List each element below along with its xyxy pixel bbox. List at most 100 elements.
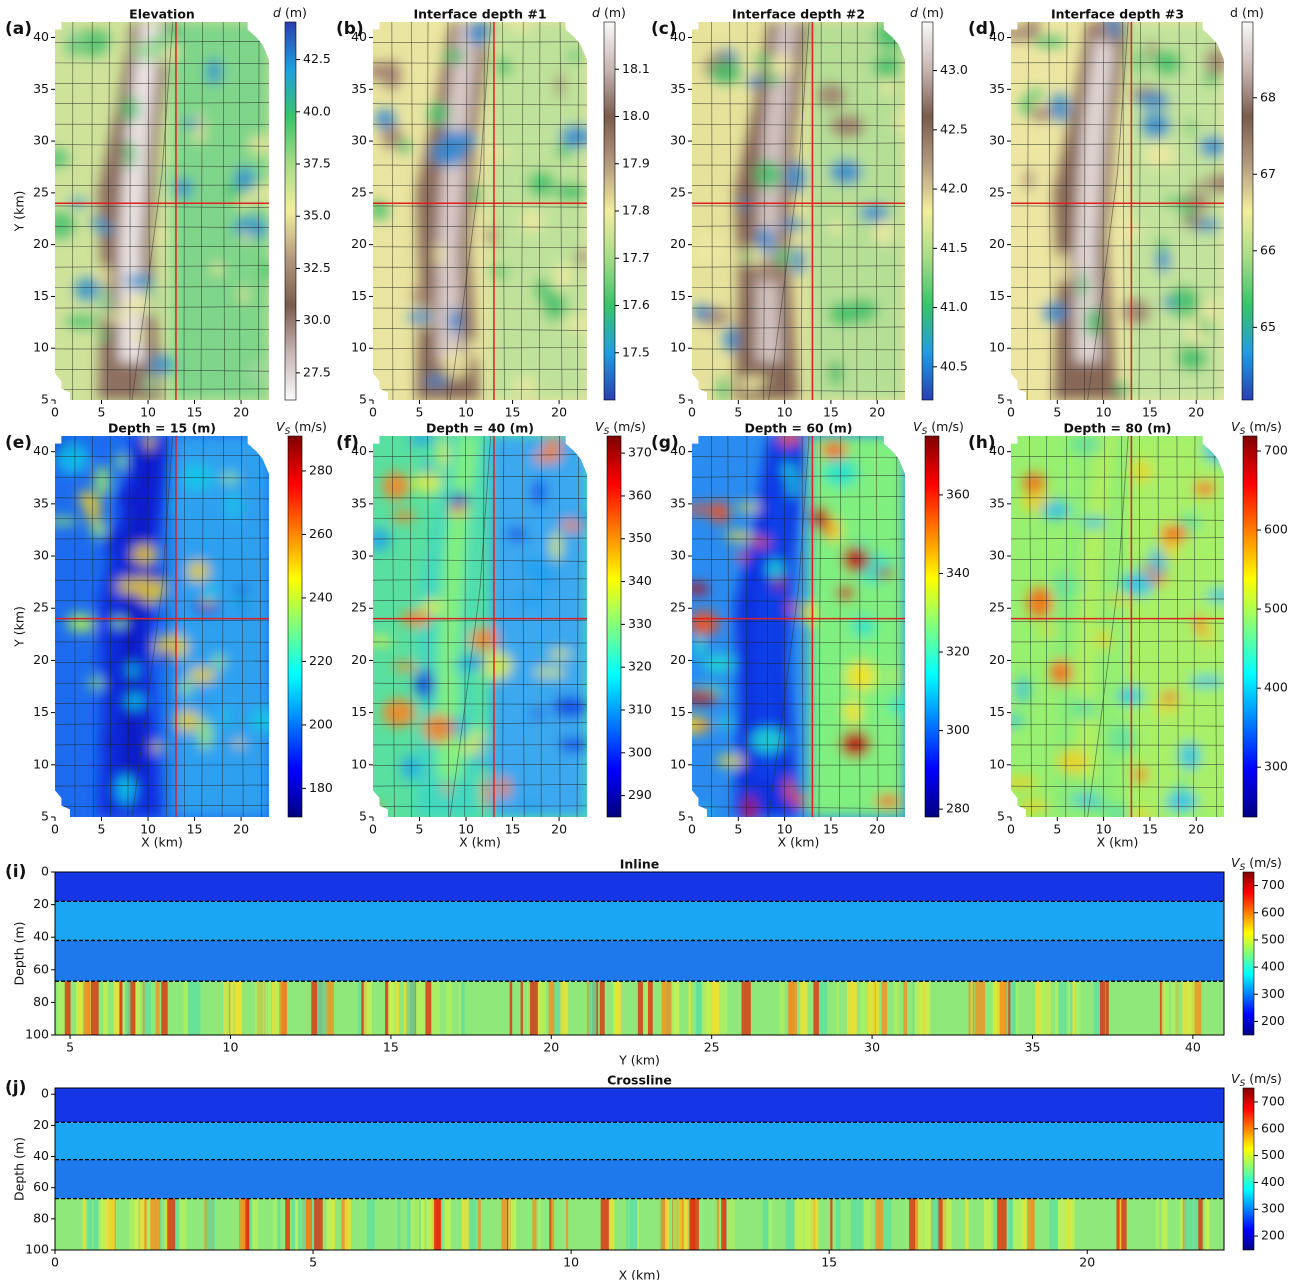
texture-blob — [692, 610, 720, 637]
texture-blob — [778, 436, 801, 446]
survey-line — [1157, 436, 1159, 817]
texture-blob — [233, 739, 245, 748]
texture-blob — [1162, 297, 1177, 309]
colorbar-tick-label: 41.0 — [940, 299, 968, 314]
texture-blob — [186, 560, 210, 583]
colorbar-tick-label: 400 — [1264, 680, 1288, 695]
stripe — [554, 981, 563, 1035]
texture-blob — [1129, 809, 1152, 817]
texture-blob — [162, 166, 174, 197]
texture-blob — [393, 662, 418, 671]
stripe — [614, 981, 621, 1035]
y-tick-label: 20 — [670, 236, 686, 251]
colorbar-tick-label: 300 — [1261, 986, 1285, 1001]
texture-blob — [693, 721, 710, 730]
survey-line — [373, 476, 587, 478]
stripe — [647, 981, 653, 1035]
texture-blob — [249, 707, 269, 733]
texture-blob — [1067, 436, 1103, 454]
survey-line — [692, 641, 905, 644]
texture-blob — [427, 102, 451, 125]
stripe — [914, 981, 923, 1035]
texture-blob — [487, 266, 510, 277]
colorbar-label: d (m) — [1230, 5, 1264, 20]
survey-line — [373, 347, 587, 350]
x-tick-label: 10 — [140, 405, 156, 420]
layer — [55, 940, 1224, 982]
stripe — [237, 981, 242, 1035]
texture-blob — [148, 355, 176, 375]
texture-blob — [874, 794, 902, 808]
y-tick-label: 20 — [33, 896, 49, 911]
x-axis-label: X (km) — [619, 1268, 661, 1280]
map-texture — [692, 22, 905, 400]
texture-blob — [1182, 215, 1205, 228]
ridge-core — [755, 436, 799, 779]
stripe — [520, 981, 523, 1035]
x-tick-label: 20 — [543, 1040, 559, 1055]
survey-line — [55, 41, 269, 43]
panel-title: Depth = 80 (m) — [1063, 421, 1171, 436]
survey-line — [221, 436, 224, 817]
map-texture — [1011, 22, 1224, 400]
texture-blob — [793, 793, 806, 809]
x-tick-label: 30 — [864, 1040, 880, 1055]
survey-line — [373, 784, 587, 787]
stripe — [189, 981, 199, 1035]
road — [131, 22, 174, 400]
texture-blob — [874, 22, 905, 51]
stripe — [279, 981, 288, 1035]
texture-blob — [1016, 675, 1030, 704]
stripe — [397, 1198, 401, 1250]
colorbar-unit: (m) — [1242, 5, 1264, 20]
texture-blob — [1162, 196, 1186, 207]
texture-blob — [816, 82, 847, 108]
survey-line — [373, 517, 587, 519]
texture-blob — [1114, 384, 1131, 395]
stripe — [86, 1198, 93, 1250]
survey-line — [729, 22, 732, 400]
colorbar-tick-label: 600 — [1264, 522, 1288, 537]
survey-line — [373, 763, 587, 766]
x-tick-label: 10 — [777, 405, 793, 420]
x-tick-label: 10 — [563, 1255, 579, 1270]
survey-line — [1011, 307, 1224, 309]
texture-blob — [896, 108, 905, 136]
texture-blob — [701, 805, 711, 817]
texture-blob — [1160, 538, 1179, 559]
x-tick-label: 5 — [1053, 405, 1061, 420]
stripe — [918, 1198, 924, 1250]
texture-blob — [872, 218, 896, 245]
stripe — [422, 1198, 425, 1250]
stripe — [1009, 1198, 1014, 1250]
texture-blob — [552, 696, 587, 718]
survey-line — [55, 205, 269, 208]
x-tick-label: 35 — [1025, 1040, 1041, 1055]
road — [1087, 22, 1129, 400]
stripe — [161, 981, 168, 1035]
y-tick-label: 10 — [33, 756, 49, 771]
panel-title: Depth = 15 (m) — [108, 421, 216, 436]
y-tick-label: 40 — [989, 29, 1005, 44]
colorbar-symbol: V — [595, 419, 605, 434]
stripe — [1184, 1198, 1193, 1250]
colorbar-tick-label: 280 — [946, 801, 970, 816]
texture-blob — [1079, 270, 1088, 300]
colorbar-tick-label: 30.0 — [303, 312, 331, 327]
colorbar-symbol: V — [913, 419, 923, 434]
survey-line — [692, 806, 905, 809]
stripe — [984, 1198, 992, 1250]
y-tick-label: 40 — [989, 443, 1005, 458]
x-tick-label: 15 — [1142, 405, 1158, 420]
texture-blob — [442, 784, 452, 794]
texture-blob — [529, 709, 546, 718]
texture-blob — [735, 503, 761, 512]
survey-line — [55, 388, 269, 391]
texture-blob — [782, 463, 795, 477]
texture-blob — [143, 374, 157, 393]
survey-line — [55, 476, 269, 479]
texture-blob — [239, 286, 249, 304]
survey-line — [1065, 436, 1067, 817]
stripe — [852, 981, 858, 1035]
